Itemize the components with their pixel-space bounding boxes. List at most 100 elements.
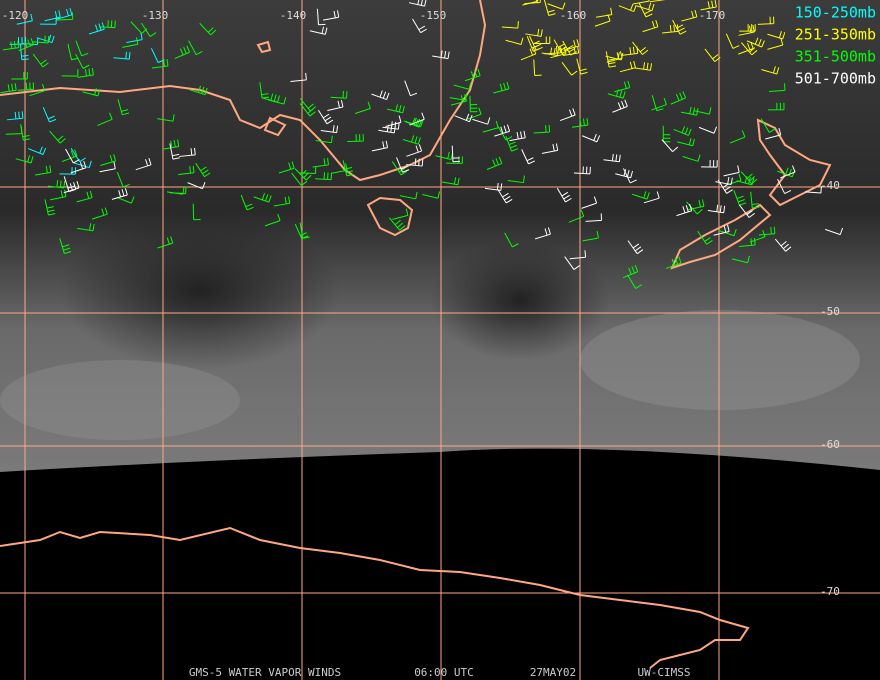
wind-barb: [56, 8, 73, 20]
wind-barb: [760, 118, 776, 133]
wind-barb: [686, 201, 703, 215]
dark-region: [430, 240, 610, 360]
wind-barb: [412, 18, 427, 34]
wind-barb: [547, 2, 566, 10]
wind-barb: [568, 209, 585, 223]
wind-barb: [47, 180, 66, 189]
wind-barb: [541, 47, 560, 57]
wind-barb: [453, 82, 472, 90]
wind-barb: [318, 110, 334, 125]
wind-barb: [550, 46, 567, 59]
wind-barb: [56, 12, 74, 21]
nz-south-island: [670, 203, 772, 270]
wind-barb: [662, 125, 671, 143]
wind-barb: [614, 80, 631, 93]
wind-barb: [507, 175, 525, 184]
wind-barb: [631, 191, 650, 200]
wind-barb: [501, 21, 519, 29]
wind-barb: [642, 20, 659, 33]
footer-text: 06:00 UTC: [414, 666, 474, 679]
wind-barb: [768, 83, 786, 92]
wind-barb: [662, 24, 679, 34]
wind-barb: [670, 91, 687, 105]
wind-barb: [681, 10, 698, 22]
wind-barb: [701, 159, 718, 168]
wind-barb: [294, 223, 309, 240]
wind-barb: [723, 165, 740, 177]
wind-barb: [767, 31, 786, 40]
wind-barb: [505, 37, 524, 45]
longitude-label: -150: [420, 9, 447, 22]
wind-barb: [569, 250, 587, 260]
wind-barb: [736, 176, 755, 186]
wind-barb: [36, 34, 55, 44]
wind-barb: [32, 53, 49, 68]
wind-barb: [713, 224, 730, 236]
wind-barb: [649, 0, 666, 3]
wind-barb: [541, 143, 559, 154]
wind-barb: [59, 238, 72, 255]
wind-barb: [486, 156, 503, 170]
wind-barb: [561, 61, 578, 76]
wind-barb: [774, 238, 792, 252]
wind-barb: [312, 157, 329, 168]
antarctica-coast: [0, 526, 750, 669]
wind-barb: [733, 190, 747, 206]
wind-barb: [174, 45, 191, 59]
wind-barb: [559, 108, 576, 122]
island: [256, 40, 272, 54]
wind-barb: [595, 7, 613, 18]
wind-barb: [199, 22, 217, 36]
wind-barb: [682, 154, 701, 162]
footer-text: UW-CIMSS: [638, 666, 691, 679]
wind-barb: [5, 126, 23, 135]
wind-barb: [130, 21, 148, 34]
wind-barb: [522, 0, 539, 6]
wind-barb: [82, 88, 101, 97]
wind-barb: [291, 172, 308, 186]
wind-barb: [9, 36, 27, 45]
wind-barb: [126, 32, 143, 43]
wind-barb: [17, 82, 35, 91]
wind-barb: [749, 229, 766, 243]
wind-barb: [117, 99, 130, 116]
wind-barb: [612, 99, 628, 113]
wind-barb: [563, 39, 580, 51]
wind-barb: [378, 124, 396, 134]
wind-barb: [472, 117, 491, 125]
legend-entry: 251-350mb: [795, 26, 876, 44]
wind-barb: [409, 112, 425, 126]
longitude-label: -160: [560, 9, 587, 22]
wind-barb: [382, 121, 400, 130]
wind-barb: [824, 227, 844, 236]
wind-barb: [780, 165, 796, 179]
wind-barb: [607, 89, 626, 99]
wind-barb: [27, 146, 47, 155]
nz-north-island: [756, 118, 832, 207]
wind-barb: [665, 256, 682, 269]
wind-barb: [15, 155, 34, 164]
wind-barb: [188, 40, 203, 56]
wind-barb: [179, 147, 196, 157]
wind-barb: [67, 43, 79, 61]
wind-barb: [299, 166, 317, 174]
wind-barb: [315, 135, 333, 144]
wind-barb: [268, 97, 287, 105]
wind-barb: [35, 165, 52, 176]
wind-barb: [725, 33, 740, 49]
wind-barb: [525, 28, 543, 37]
wind-barb: [116, 196, 135, 204]
wind-barb: [497, 189, 513, 204]
wind-barb: [738, 204, 755, 218]
wind-barb: [320, 125, 339, 134]
wind-barb: [673, 126, 692, 136]
wind-barbs: [0, 0, 844, 289]
wind-barb: [316, 8, 326, 26]
wind-barb: [697, 230, 713, 245]
wind-barb: [676, 203, 693, 217]
wind-barb: [544, 45, 561, 55]
wind-barb: [622, 264, 639, 279]
wind-barb: [672, 19, 687, 35]
wind-barb: [309, 26, 328, 35]
